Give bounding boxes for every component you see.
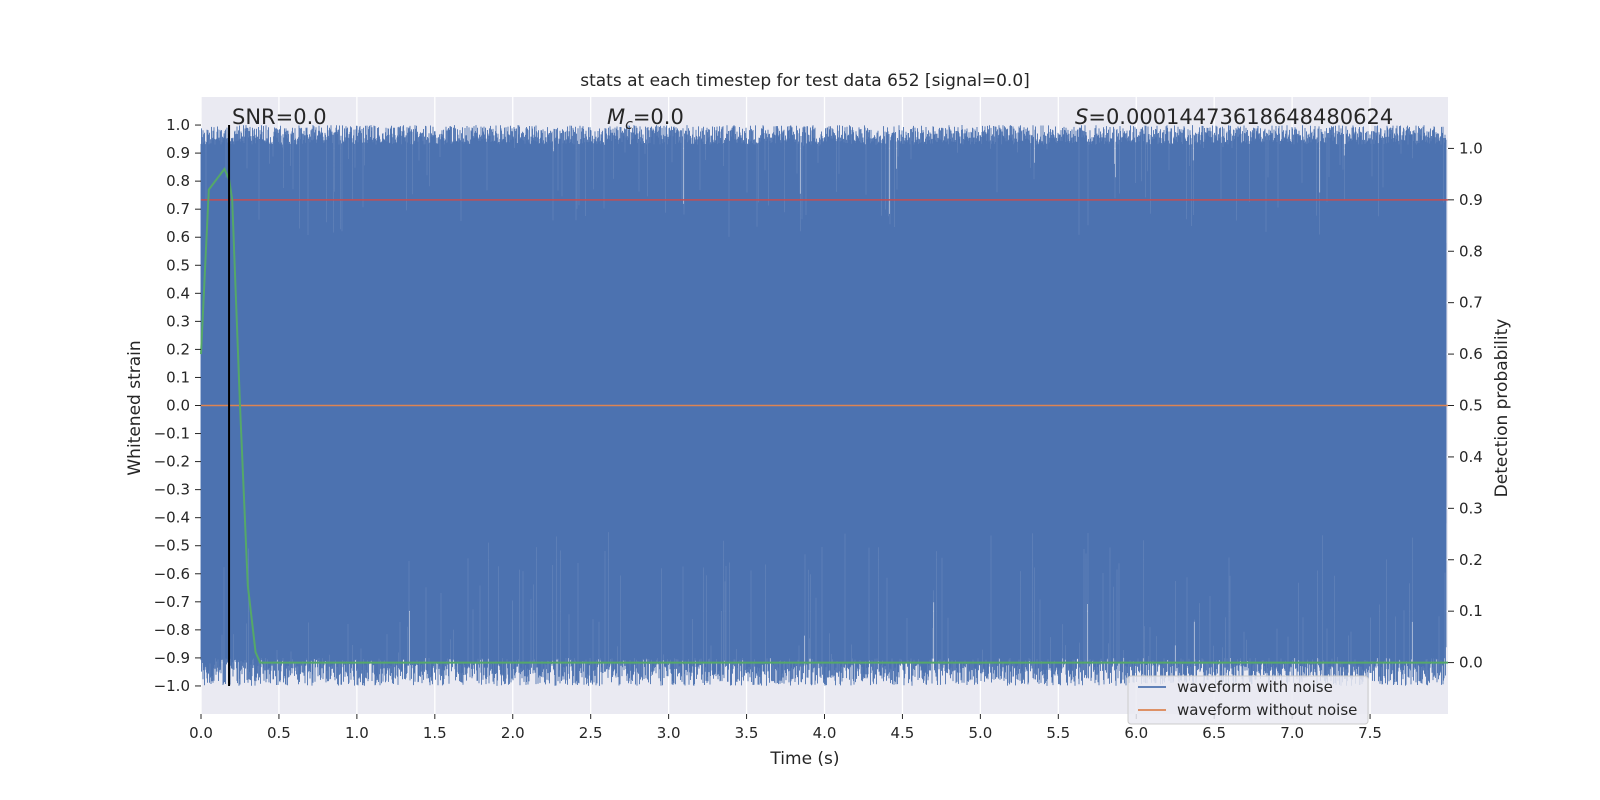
chart-title: stats at each timestep for test data 652…: [580, 71, 1030, 91]
y-tick-label: −0.7: [154, 593, 190, 611]
y-tick-label: −0.9: [154, 649, 190, 667]
y2-tick-label: 0.1: [1459, 602, 1483, 620]
x-axis-ticks: 0.0 0.5 1.0 1.5 2.0 2.5 3.0 3.5 4.0 4.5 5.0 5.5 6.0 6…: [189, 714, 1382, 742]
y2-tick-label: 0.0: [1459, 654, 1483, 672]
y2-tick-label: 0.2: [1459, 551, 1483, 569]
x-tick-label: 6.0: [1124, 724, 1148, 742]
y-tick-label: 1.0: [166, 116, 190, 134]
y-tick-label: −0.4: [154, 509, 190, 527]
y-tick-label: 0.2: [166, 340, 190, 358]
x-tick-label: 6.5: [1202, 724, 1226, 742]
y-axis-label: Whitened strain: [125, 340, 145, 475]
x-tick-label: 0.5: [267, 724, 291, 742]
y-tick-label: 0.9: [166, 144, 190, 162]
y-tick-label: 0.6: [166, 228, 190, 246]
legend-label-noise: waveform with noise: [1177, 678, 1333, 696]
y-tick-label: −0.1: [154, 425, 190, 443]
x-tick-label: 7.0: [1280, 724, 1304, 742]
y-tick-label: −0.5: [154, 537, 190, 555]
noise-waveform: [200, 125, 1447, 686]
y2-axis-label: Detection probability: [1492, 319, 1512, 498]
y-tick-label: 0.8: [166, 172, 190, 190]
x-tick-label: 3.5: [735, 724, 759, 742]
y2-axis-ticks: 1.0 0.9 0.8 0.7 0.6 0.5 0.4 0.3 0.2 0.1 0.0: [1448, 139, 1483, 672]
y-tick-label: −0.6: [154, 565, 190, 583]
snr-annotation: SNR=0.0: [232, 105, 327, 129]
x-tick-label: 2.5: [579, 724, 603, 742]
x-tick-label: 0.0: [189, 724, 213, 742]
series-waveform-with-noise: [200, 125, 1447, 686]
legend: waveform with noise waveform without noi…: [1127, 675, 1369, 725]
y-axis-ticks: 1.0 0.9 0.8 0.7 0.6 0.5 0.4 0.3 0.2 0.1 0.0 −0.1 −0.…: [154, 116, 201, 695]
y2-tick-label: 0.6: [1459, 345, 1483, 363]
y2-tick-label: 0.8: [1459, 242, 1483, 260]
y-tick-label: −0.2: [154, 453, 190, 471]
y-tick-label: 0.5: [166, 256, 190, 274]
x-tick-label: 4.0: [813, 724, 837, 742]
y2-tick-label: 0.5: [1459, 397, 1483, 415]
x-tick-label: 1.0: [345, 724, 369, 742]
chirp-mass-annotation: Mc=0.0: [607, 105, 684, 133]
x-axis-label: Time (s): [769, 749, 839, 769]
y2-tick-label: 0.9: [1459, 191, 1483, 209]
y2-tick-label: 0.3: [1459, 499, 1483, 517]
x-tick-label: 1.5: [423, 724, 447, 742]
series-lines: [200, 125, 1448, 686]
y-tick-label: −0.3: [154, 481, 190, 499]
legend-box: [1127, 675, 1369, 725]
y-tick-label: −0.8: [154, 621, 190, 639]
legend-label-clean: waveform without noise: [1177, 701, 1357, 719]
x-tick-label: 2.0: [501, 724, 525, 742]
y2-tick-label: 0.7: [1459, 294, 1483, 312]
x-tick-label: 7.5: [1358, 724, 1382, 742]
y-tick-label: 0.0: [166, 397, 190, 415]
y-tick-label: 0.3: [166, 312, 190, 330]
x-tick-label: 4.5: [891, 724, 915, 742]
s-annotation: S=0.00014473618648480624: [1075, 105, 1393, 129]
y-tick-label: 0.1: [166, 368, 190, 386]
y-tick-label: 0.4: [166, 284, 190, 302]
y2-tick-label: 0.4: [1459, 448, 1483, 466]
chirp-mass-subscript: c: [625, 117, 633, 133]
chirp-mass-value: =0.0: [633, 105, 684, 129]
chirp-mass-symbol: M: [607, 105, 625, 129]
x-tick-label: 3.0: [657, 724, 681, 742]
y-tick-label: 0.7: [166, 200, 190, 218]
detection-probability-line: [200, 167, 1448, 664]
s-symbol: S: [1075, 105, 1088, 129]
y-tick-label: −1.0: [154, 677, 190, 695]
x-tick-label: 5.0: [968, 724, 992, 742]
y2-tick-label: 1.0: [1459, 139, 1483, 157]
x-tick-label: 5.5: [1046, 724, 1070, 742]
s-value: =0.00014473618648480624: [1088, 105, 1393, 129]
